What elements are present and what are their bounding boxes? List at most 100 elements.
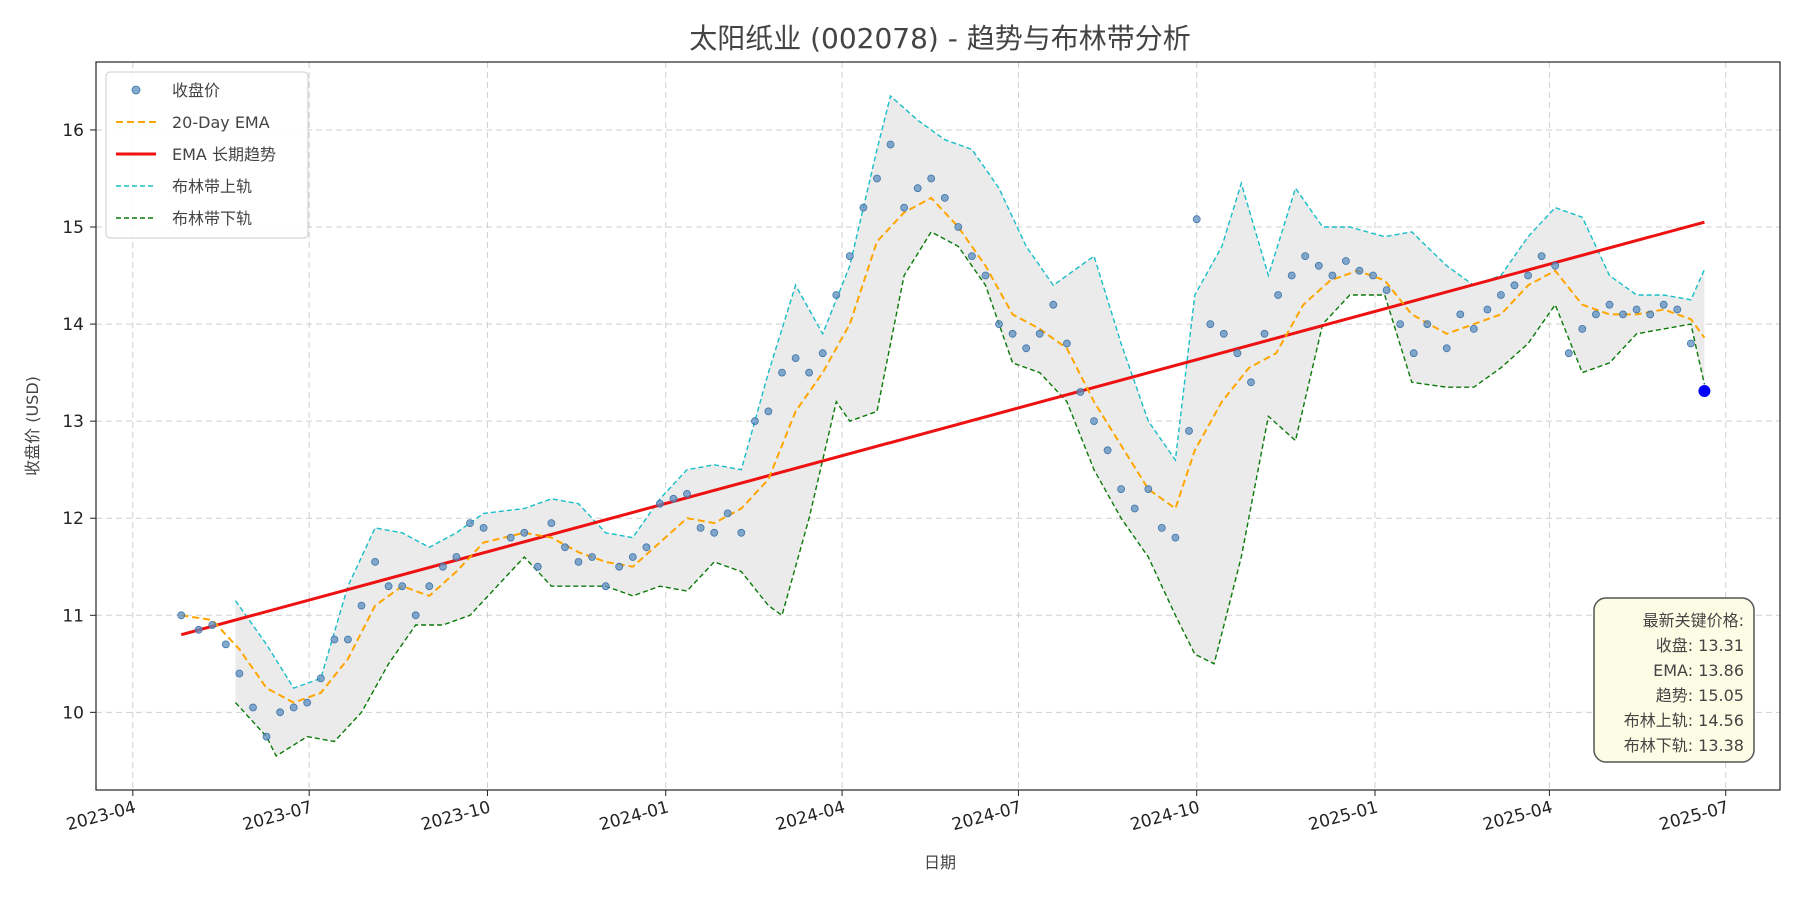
close-price-point [208, 621, 217, 629]
close-price-point [669, 494, 678, 503]
x-axis-title: 日期 [924, 853, 956, 872]
close-price-point [1314, 261, 1323, 270]
close-price-point [1063, 339, 1071, 348]
close-price-point [1592, 310, 1600, 319]
legend-box [105, 71, 309, 239]
series-lines [180, 94, 1706, 758]
y-tick-label: 14 [62, 315, 84, 335]
close-price-point [343, 635, 352, 644]
close-price-point [479, 524, 488, 532]
close-price-point [1619, 310, 1627, 319]
close-price-point [1274, 291, 1282, 299]
close-price-point [845, 252, 854, 261]
close-price-point [1551, 261, 1560, 270]
y-tick-label: 10 [62, 703, 84, 723]
close-price-point [520, 528, 529, 537]
y-tick-label: 16 [62, 121, 84, 141]
close-price-point [832, 291, 841, 299]
close-price-point [995, 320, 1003, 329]
close-price-point [1301, 252, 1310, 261]
close-price-point [927, 174, 936, 183]
close-price-point [235, 669, 244, 678]
close-price-point [723, 509, 732, 518]
info-box-frame [1593, 597, 1755, 763]
close-price-point [561, 543, 569, 552]
close-price-point [1605, 300, 1614, 309]
close-price-point [696, 524, 705, 532]
close-price-point [1409, 349, 1418, 358]
close-price-point [1157, 524, 1166, 532]
close-price-point [940, 193, 949, 202]
close-price-point [710, 528, 719, 537]
close-price-point [411, 611, 420, 620]
close-price-point [859, 203, 868, 212]
close-price-point [1355, 266, 1364, 275]
close-price-point [954, 223, 963, 231]
info-box-line: 趋势: 15.05 [1656, 686, 1744, 705]
close-price-point [452, 553, 461, 561]
close-price-point [221, 640, 230, 649]
close-price-point [1578, 324, 1587, 333]
close-price-point [886, 140, 895, 149]
close-price-point [601, 582, 610, 591]
close-price-point [1469, 324, 1478, 333]
close-price-point [1564, 349, 1573, 358]
close-price-point [357, 601, 366, 610]
close-price-point [1524, 271, 1532, 280]
close-price-point [751, 417, 759, 426]
close-price-point [1673, 305, 1682, 314]
close-price-point [330, 635, 339, 644]
close-price-point [1219, 329, 1228, 338]
legend-label: 布林带上轨 [172, 177, 252, 196]
close-price-point [1076, 388, 1085, 396]
close-price-point [289, 703, 298, 712]
close-price-point [778, 368, 786, 377]
close-price-point [1369, 271, 1377, 280]
legend-label: 布林带下轨 [172, 209, 252, 228]
close-price-point [506, 533, 515, 542]
close-price-point [177, 611, 186, 620]
close-price-point [1090, 417, 1098, 426]
info-box-line: EMA: 13.86 [1653, 661, 1744, 680]
y-tick-label: 13 [62, 412, 84, 432]
close-price-point [1537, 252, 1546, 261]
close-price-point [1646, 310, 1655, 319]
close-price-point [1328, 271, 1337, 280]
close-price-point [1247, 378, 1255, 387]
info-box-title: 最新关键价格: [1643, 611, 1744, 630]
close-price-point [249, 703, 257, 712]
close-price-point [1260, 329, 1269, 338]
close-price-point [642, 543, 651, 552]
close-price-point [1049, 300, 1058, 309]
close-price-point [1022, 344, 1031, 353]
y-tick-label: 15 [62, 218, 84, 238]
ema-line [181, 196, 1706, 704]
close-price-point [1206, 320, 1215, 329]
close-price-point [1659, 300, 1668, 309]
bollinger-band-fill [235, 96, 1705, 756]
close-price-points [177, 140, 1711, 741]
close-price-point [574, 558, 583, 566]
close-price-point [1442, 344, 1451, 353]
legend-label: 收盘价 [172, 81, 220, 100]
close-price-point [1423, 320, 1432, 329]
close-price-point [968, 252, 976, 261]
close-price-point [1185, 426, 1193, 435]
close-price-point [737, 528, 746, 537]
info-box: 最新关键价格: 收盘: 13.31 EMA: 13.86 趋势: 15.05 布林上轨:… [1593, 597, 1755, 763]
close-price-point [656, 499, 664, 508]
close-price-point [1192, 215, 1201, 224]
close-price-point [981, 271, 990, 280]
close-price-point [533, 562, 542, 571]
close-price-point [547, 519, 556, 527]
close-price-point [438, 562, 447, 571]
close-price-point [1287, 271, 1296, 280]
close-price-point [371, 558, 380, 566]
close-price-point [588, 553, 596, 561]
close-price-point [1483, 305, 1492, 314]
close-price-point [1497, 291, 1505, 299]
close-price-point [764, 407, 773, 416]
close-price-point [1233, 349, 1242, 358]
